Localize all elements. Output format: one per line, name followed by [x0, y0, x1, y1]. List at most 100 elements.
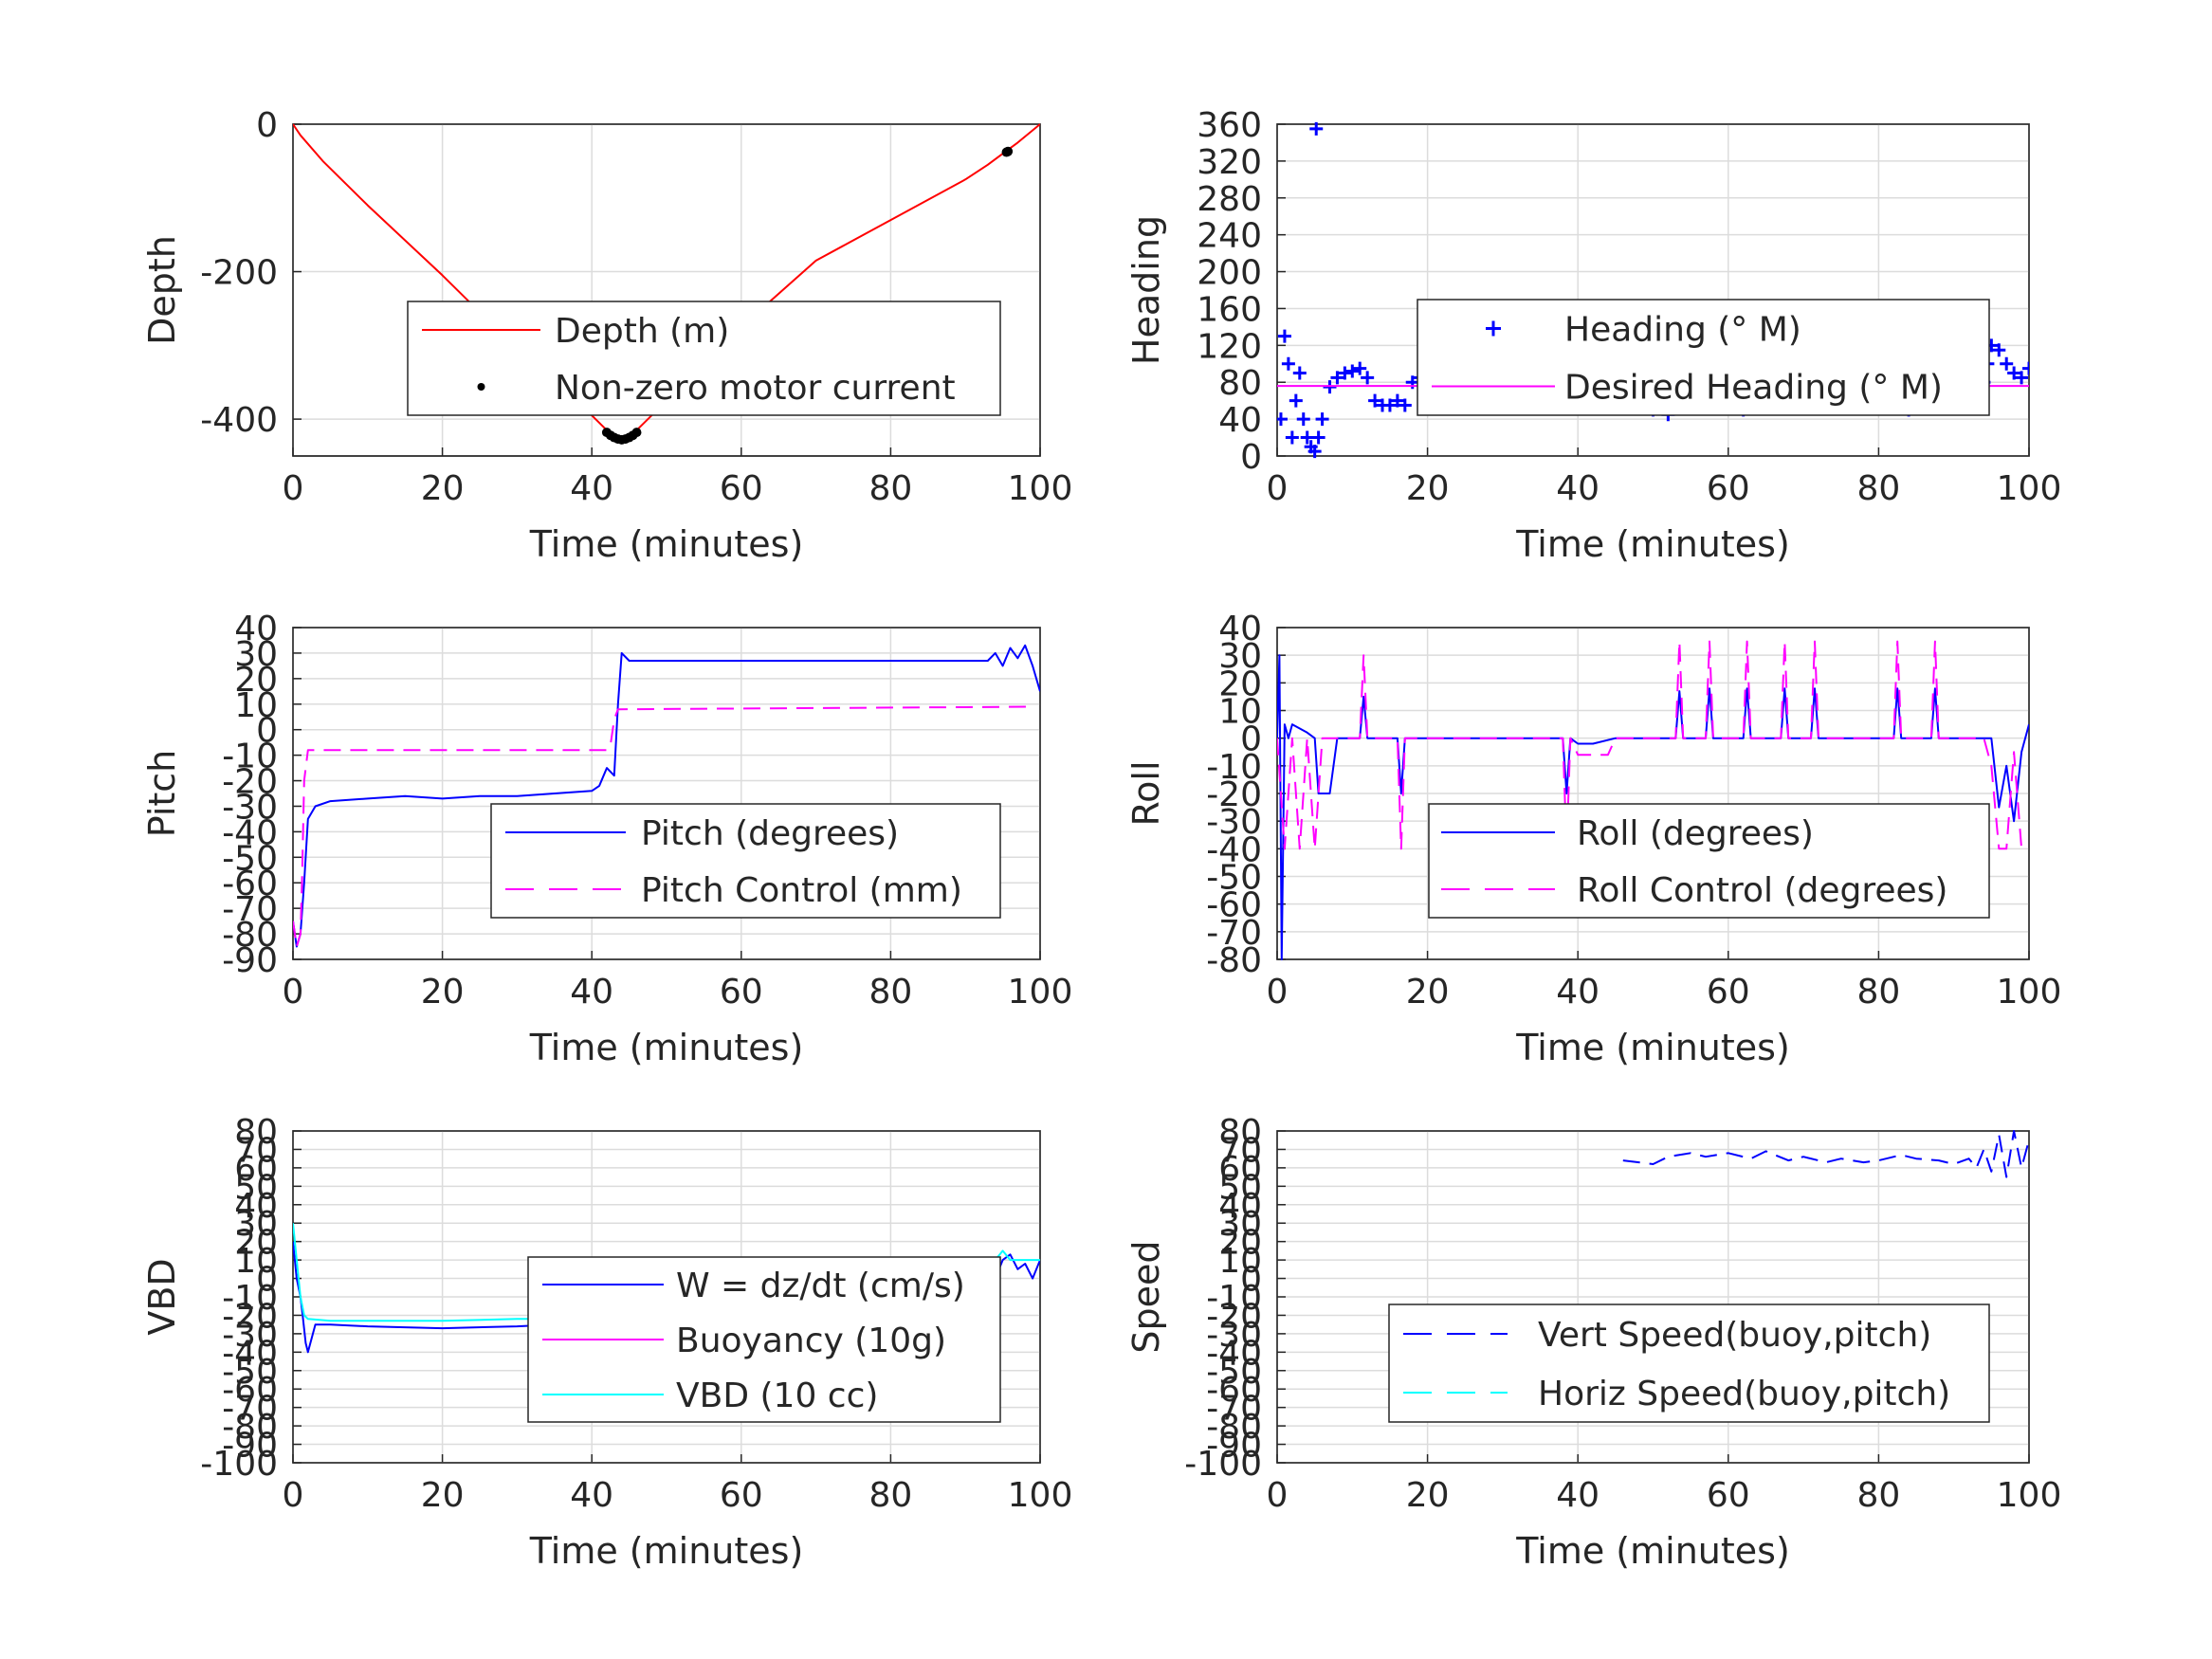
vbd-ytick-label: 20	[234, 1224, 278, 1263]
roll-legend: Roll (degrees) Roll Control (degrees)	[1428, 803, 1990, 919]
vbd-ytick-label: 10	[234, 1242, 278, 1281]
heading-series-0-point	[1398, 398, 1412, 412]
depth-xtick-label: 80	[868, 469, 912, 508]
heading-series-0-point	[2022, 361, 2029, 375]
speed-ytick-label: 10	[1218, 1242, 1262, 1281]
heading-ytick-label: 40	[1218, 401, 1262, 440]
vbd-legend: W = dz/dt (cm/s) Buoyancy (10g) VBD (10 cc…	[527, 1256, 1001, 1423]
depth-legend-marker	[477, 383, 485, 391]
heading-series-0-point	[2015, 371, 2029, 385]
speed-ytick-label: 60	[1218, 1150, 1262, 1189]
heading-series-0-point	[1277, 329, 1291, 343]
roll-ytick-label: 20	[1218, 665, 1262, 703]
heading-legend: Heading (° M) Desired Heading (° M)	[1417, 299, 1990, 416]
heading-series-0-point	[1338, 366, 1352, 380]
heading-xtick-label: 40	[1556, 469, 1600, 508]
depth-xtick-label: 60	[720, 469, 763, 508]
pitch-ytick-label: -90	[222, 941, 278, 980]
vbd-ytick-label: 30	[234, 1205, 278, 1244]
roll-legend-label: Roll (degrees)	[1577, 814, 1814, 853]
roll-ytick-label: -70	[1206, 914, 1262, 953]
speed-xtick-label: 60	[1707, 1476, 1750, 1515]
heading-ytick-label: 160	[1197, 290, 1262, 329]
heading-series-0-point	[1992, 343, 2006, 357]
vbd-y-axis-label: VBD	[141, 1258, 183, 1335]
vbd-xtick-label: 40	[570, 1476, 613, 1515]
heading-y-axis-label: Heading	[1125, 215, 1167, 365]
heading-ytick-label: 240	[1197, 217, 1262, 256]
heading-legend-label: Desired Heading (° M)	[1564, 369, 1943, 408]
roll-ytick-label: -80	[1206, 941, 1262, 980]
pitch-legend-label: Pitch Control (mm)	[641, 871, 962, 910]
heading-legend-marker	[1486, 320, 1501, 337]
vbd-ytick-label: -30	[222, 1316, 278, 1355]
depth-xtick-label: 0	[283, 469, 304, 508]
heading-xtick-label: 0	[1267, 469, 1289, 508]
vbd-chart: 0 20 40 60 80 100-100-90-80-70-60-50-40-30-20…	[141, 1113, 1072, 1572]
pitch-xtick-label: 0	[283, 973, 304, 1012]
vbd-ytick-label: 60	[234, 1150, 278, 1189]
vbd-ytick-label: -80	[222, 1408, 278, 1447]
heading-series-0-point	[1281, 356, 1295, 371]
vbd-x-axis-label: Time (minutes)	[529, 1530, 804, 1572]
heading-series-0-point	[1307, 445, 1322, 459]
heading-ytick-label: 320	[1197, 143, 1262, 182]
heading-series-0-point	[1292, 366, 1307, 380]
vbd-ytick-label: 50	[234, 1168, 278, 1207]
speed-legend-label: Vert Speed(buoy,pitch)	[1538, 1316, 1931, 1355]
roll-series-1-line	[1277, 640, 2023, 850]
speed-ytick-label: -20	[1206, 1297, 1262, 1336]
speed-chart: 0 20 40 60 80 100-100-90-80-70-60-50-40-30-20…	[1125, 1113, 2061, 1572]
roll-ytick-label: -20	[1206, 775, 1262, 814]
depth-ytick-label: 0	[256, 106, 278, 145]
pitch-ytick-label: -50	[222, 839, 278, 878]
vbd-legend-label: VBD (10 cc)	[676, 1376, 878, 1415]
roll-ytick-label: 30	[1218, 637, 1262, 676]
roll-xtick-label: 80	[1856, 973, 1900, 1012]
heading-series-0-point	[2000, 356, 2014, 371]
roll-y-axis-label: Roll	[1125, 760, 1167, 826]
heading-series-0-point	[1289, 393, 1303, 408]
roll-ytick-label: -30	[1206, 803, 1262, 842]
heading-series-0-point	[1300, 430, 1314, 445]
speed-ytick-label: 30	[1218, 1205, 1262, 1244]
speed-ytick-label: -70	[1206, 1390, 1262, 1429]
speed-ytick-label: 40	[1218, 1187, 1262, 1226]
heading-ytick-label: 280	[1197, 180, 1262, 219]
depth-legend: Depth (m) Non-zero motor current	[407, 301, 1001, 416]
vbd-ytick-label: 0	[256, 1261, 278, 1300]
heading-series-0-point	[1353, 361, 1367, 375]
speed-ytick-label: 80	[1218, 1113, 1262, 1152]
heading-x-axis-label: Time (minutes)	[1515, 523, 1790, 565]
vbd-ytick-label: -10	[222, 1279, 278, 1318]
vbd-ytick-label: -70	[222, 1390, 278, 1429]
pitch-xtick-label: 40	[570, 973, 613, 1012]
vbd-legend-label: Buoyancy (10g)	[676, 1322, 946, 1360]
vbd-xtick-label: 100	[1008, 1476, 1073, 1515]
depth-chart: 0 20 40 60 80 100 -400 -200 0 Time (minutes) Depth…	[141, 106, 1072, 565]
depth-ytick-label: -400	[200, 401, 278, 440]
vbd-ytick-label: -20	[222, 1297, 278, 1336]
roll-ytick-label: 10	[1218, 693, 1262, 732]
roll-xtick-label: 60	[1707, 973, 1750, 1012]
pitch-ytick-label: 0	[256, 712, 278, 751]
roll-ytick-label: 0	[1240, 720, 1262, 759]
pitch-series-group	[293, 644, 1040, 948]
roll-chart: 0 20 40 60 80 100-80-70-60-50-40-30-20-100102…	[1125, 610, 2061, 1068]
pitch-xtick-label: 20	[421, 973, 465, 1012]
pitch-ytick-label: -10	[222, 738, 278, 776]
pitch-chart: 0 20 40 60 80 100-90-80-70-60-50-40-30-20-100…	[141, 610, 1072, 1068]
speed-ytick-label: -10	[1206, 1279, 1262, 1318]
roll-xtick-label: 20	[1406, 973, 1450, 1012]
vbd-ytick-label: 80	[234, 1113, 278, 1152]
heading-ytick-label: 120	[1197, 327, 1262, 366]
roll-ytick-label: 40	[1218, 610, 1262, 648]
pitch-legend-box	[490, 803, 1001, 919]
heading-xtick-label: 20	[1406, 469, 1450, 508]
pitch-legend-label: Pitch (degrees)	[641, 814, 899, 853]
heading-series-0-point	[1285, 430, 1299, 445]
speed-legend-label: Horiz Speed(buoy,pitch)	[1538, 1375, 1950, 1413]
depth-series-1-point	[631, 428, 642, 438]
roll-ytick-label: -40	[1206, 830, 1262, 869]
